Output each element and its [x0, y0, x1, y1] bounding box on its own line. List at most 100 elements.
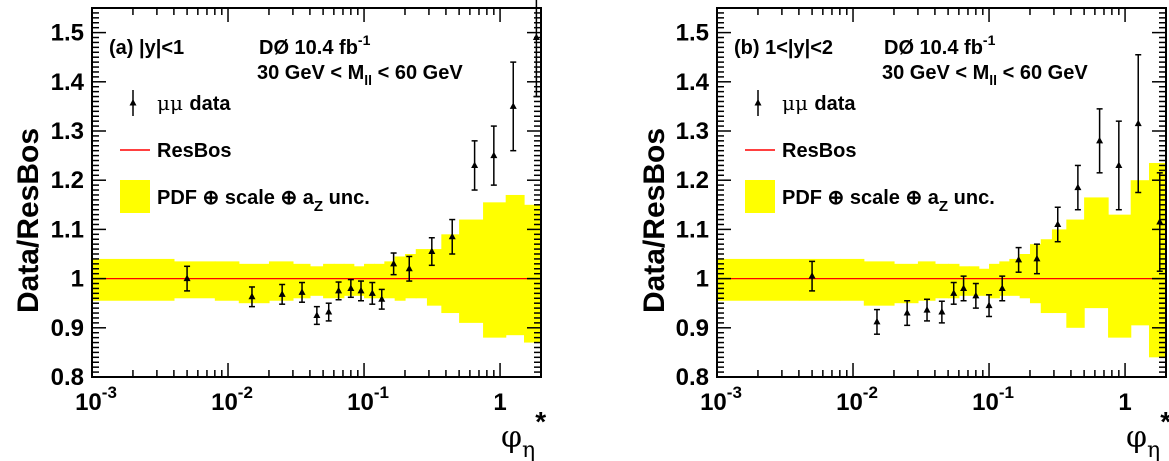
legend-resbos-label: ResBos [782, 140, 856, 162]
band-bin [333, 263, 345, 299]
chart-panel-a: 0.80.911.11.21.31.41.510-3 10-2 10-1 1Data/… [12, 0, 546, 461]
mass-cut-prefix: 30 GeV < M [257, 62, 364, 84]
mass-cut-suffix: < 60 GeV [372, 62, 463, 84]
band-bin [292, 263, 311, 299]
band-bin [978, 268, 990, 296]
y-tick-label: 1.4 [676, 69, 710, 96]
legend-mumu: μμ [782, 91, 814, 115]
band-bin [459, 219, 484, 323]
data-point [808, 272, 816, 279]
legend-band-main: PDF ⊕ scale ⊕ a [157, 187, 315, 209]
y-tick-label: 0.8 [51, 364, 84, 391]
mass-cut-label: 30 GeV < Mll < 60 GeV [882, 62, 1088, 88]
y-tick-label: 1.3 [676, 118, 709, 145]
data-point [1156, 218, 1164, 225]
band-bin [323, 263, 335, 299]
panel-label: (b) 1<|y|<2 [734, 37, 833, 59]
data-point [1015, 255, 1023, 263]
x-tick-base: 1 [493, 389, 506, 416]
band-bin [863, 261, 895, 306]
uncertainty-band [717, 162, 1167, 358]
legend-data-word: data [814, 93, 856, 115]
data-point [1054, 220, 1062, 227]
band-bin [717, 258, 800, 301]
legend-band-suffix: unc. [948, 187, 995, 209]
data-point [985, 301, 993, 309]
x-axis-title: φη* [1126, 406, 1169, 461]
x-tick-base: 10 [75, 389, 102, 416]
x-tick-label: 1 [1118, 389, 1131, 416]
band-bin [505, 194, 525, 336]
y-axis-title: Data/ResBos [638, 128, 671, 313]
data-series [808, 53, 1164, 335]
mass-cut-prefix: 30 GeV < M [882, 62, 989, 84]
legend-band-sub: Z [939, 198, 948, 215]
data-point [490, 151, 498, 159]
x-tick-base: 10 [211, 389, 238, 416]
legend-band-label: PDF ⊕ scale ⊕ aZ unc. [157, 187, 370, 215]
band-bin [1130, 180, 1150, 326]
data-point [313, 311, 321, 318]
legend-data-marker [129, 99, 137, 106]
legend-band-main: PDF ⊕ scale ⊕ a [782, 187, 940, 209]
data-point [972, 291, 980, 299]
y-tick-label: 1.5 [51, 20, 84, 47]
data-point [950, 289, 958, 296]
legend: μμ data ResBos PDF ⊕ scale ⊕ aZ unc. [120, 90, 370, 215]
x-title-star: * [1160, 406, 1169, 437]
x-tick-base: 10 [347, 389, 374, 416]
lumi-text: DØ 10.4 fb [884, 37, 983, 59]
y-tick-label: 1.1 [51, 216, 84, 243]
x-axis-title: φη* [501, 406, 546, 461]
x-tick-label: 10-2 [836, 383, 878, 416]
y-tick-label: 1.5 [676, 20, 709, 47]
y-axis-title: Data/ResBos [12, 128, 45, 313]
legend-data-label: μμ data [782, 91, 856, 115]
data-point [532, 33, 540, 41]
legend-band-swatch [120, 180, 150, 213]
legend-data-word: data [189, 93, 231, 115]
band-bin [1051, 229, 1067, 314]
panel-label: (a) |y|<1 [109, 37, 184, 59]
band-bin [1019, 254, 1031, 299]
band-bin [238, 263, 270, 304]
x-tick-base: 10 [972, 389, 999, 416]
data-point [183, 274, 191, 282]
band-bin [917, 261, 936, 301]
data-point [471, 161, 479, 168]
band-bin [404, 254, 417, 299]
x-title-phi: φ [1126, 420, 1147, 455]
data-point [448, 232, 456, 240]
lumi-exponent: -1 [983, 32, 996, 48]
band-bin [989, 263, 1000, 299]
band-bin [1084, 197, 1109, 309]
band-bin [948, 263, 960, 299]
band-bin [214, 261, 240, 301]
band-bin [374, 263, 385, 299]
band-bin [893, 263, 919, 304]
data-point [298, 288, 306, 295]
y-tick-label: 1.3 [51, 118, 84, 145]
band-bin [934, 263, 949, 299]
data-point [873, 317, 881, 325]
chart-panel-b: 0.80.911.11.21.31.41.510-3 10-2 10-1 1Data/… [638, 7, 1169, 461]
y-tick-label: 0.8 [676, 364, 709, 391]
data-point [1033, 254, 1041, 262]
x-tick-label: 10-3 [700, 383, 742, 416]
lumi-exponent: -1 [358, 32, 371, 48]
data-point [1074, 183, 1082, 191]
band-bin [426, 249, 442, 306]
data-point [405, 264, 413, 272]
data-point [509, 102, 517, 109]
y-tick-label: 0.9 [676, 315, 709, 342]
band-bin [968, 266, 980, 296]
band-bin [483, 202, 507, 338]
x-title-sub: η [1147, 438, 1160, 461]
x-tick-exponent: -2 [863, 383, 878, 402]
experiment-label: DØ 10.4 fb-1 [259, 32, 371, 59]
x-tick-label: 1 [493, 389, 506, 416]
legend-band-sub: Z [314, 198, 323, 215]
x-tick-base: 1 [1118, 389, 1131, 416]
data-point [368, 289, 376, 296]
legend-data-marker [754, 99, 762, 106]
